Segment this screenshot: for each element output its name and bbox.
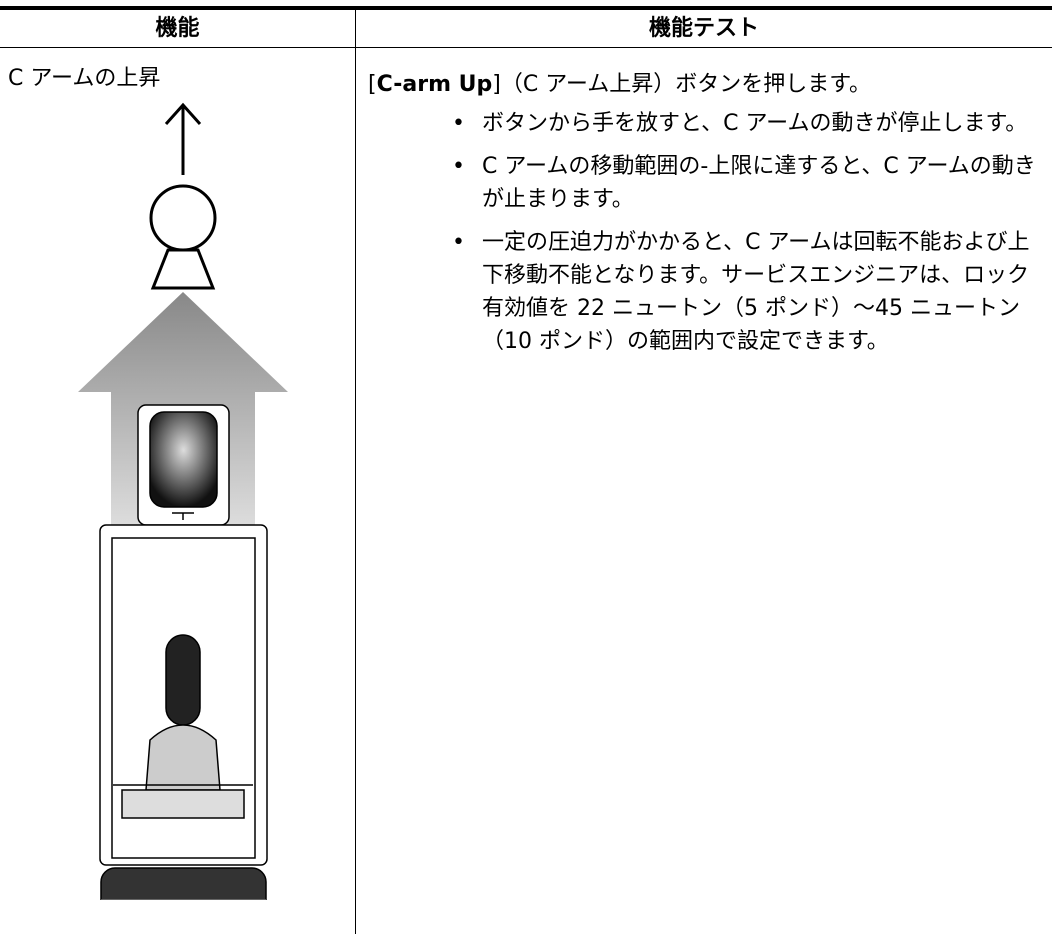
- bullet: 一定の圧迫力がかかると、C アームは回転不能および上下移動不能となります。サービ…: [452, 226, 1048, 358]
- text: ]（C アーム上昇）ボタンを押します。: [492, 72, 872, 97]
- illustration: [78, 102, 288, 900]
- test-cell: [C-arm Up]（C アーム上昇）ボタンを押します。 ボタンから手を放すと、…: [368, 68, 1048, 368]
- header-rule: [0, 47, 1052, 48]
- intro: [C-arm Up]（C アーム上昇）ボタンを押します。: [368, 68, 1048, 101]
- bullet: ボタンから手を放すと、C アームの動きが停止します。: [452, 107, 1048, 140]
- bullet: C アームの移動範囲の-上限に達すると、C アームの動きが止まります。: [452, 150, 1048, 216]
- top-rule: [0, 6, 1052, 10]
- text: [: [368, 72, 377, 97]
- button-name: C-arm Up: [376, 72, 493, 97]
- feature-name: C アームの上昇: [8, 66, 161, 91]
- header-cell: 機能テスト: [648, 16, 759, 41]
- header-cell: 機能: [155, 16, 200, 41]
- bullet-list: ボタンから手を放すと、C アームの動きが停止します。 C アームの移動範囲の-上…: [368, 107, 1048, 358]
- column-rule: [355, 10, 356, 934]
